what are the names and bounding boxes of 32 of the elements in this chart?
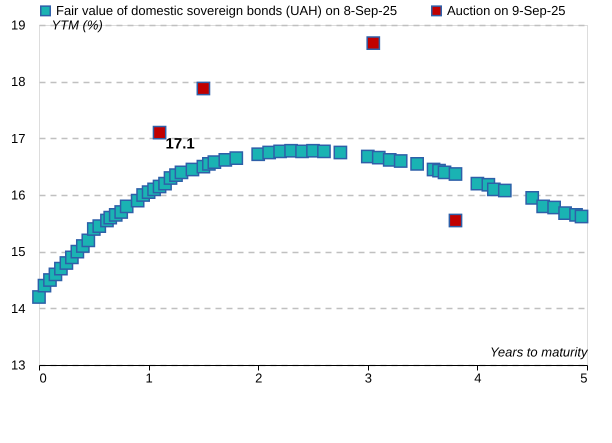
y-tick-label: 19 xyxy=(11,18,26,32)
data-label: 17.1 xyxy=(166,136,195,153)
x-tick-label: 5 xyxy=(580,370,588,386)
point xyxy=(410,156,424,171)
x-tick-label: 3 xyxy=(364,370,372,386)
point xyxy=(334,146,348,160)
point xyxy=(229,151,244,166)
y-tick-label: 18 xyxy=(11,74,26,90)
point xyxy=(32,290,46,304)
point xyxy=(152,126,166,140)
legend-label: Fair value of domestic sovereign bonds (UAH) on 8-Sep-25 xyxy=(56,2,398,18)
x-axis-title: Years to maturity xyxy=(490,344,589,360)
x-tick-label: 2 xyxy=(255,370,262,386)
point xyxy=(574,210,588,224)
point xyxy=(196,82,210,96)
point xyxy=(448,167,462,181)
y-tick-label: 14 xyxy=(11,300,26,316)
point xyxy=(525,190,540,205)
x-tick-label: 0 xyxy=(40,370,47,386)
x-tick-label: 1 xyxy=(145,370,153,386)
point xyxy=(394,154,408,168)
point xyxy=(366,36,380,50)
y-axis-title: YTM (%) xyxy=(52,18,103,32)
legend-label: Auction on 9-Sep-25 xyxy=(447,2,566,18)
point xyxy=(317,144,331,158)
y-tick-label: 16 xyxy=(11,188,26,202)
point xyxy=(498,184,512,198)
x-tick-label: 4 xyxy=(474,370,482,386)
point xyxy=(448,214,462,228)
y-tick-label: 17 xyxy=(11,130,26,146)
y-tick-label: 15 xyxy=(11,244,26,260)
y-tick-label: 13 xyxy=(11,358,26,372)
